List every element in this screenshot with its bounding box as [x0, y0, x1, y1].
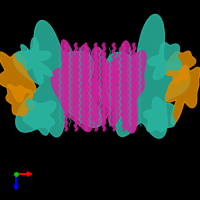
Polygon shape: [23, 100, 56, 135]
Polygon shape: [51, 40, 101, 131]
Polygon shape: [0, 52, 36, 102]
Polygon shape: [166, 51, 196, 83]
Polygon shape: [148, 43, 181, 79]
Polygon shape: [144, 97, 175, 132]
Polygon shape: [165, 65, 200, 124]
Polygon shape: [105, 14, 190, 138]
Polygon shape: [101, 41, 146, 133]
Polygon shape: [13, 21, 101, 137]
Polygon shape: [83, 47, 119, 125]
Polygon shape: [6, 85, 34, 117]
Polygon shape: [15, 38, 52, 83]
